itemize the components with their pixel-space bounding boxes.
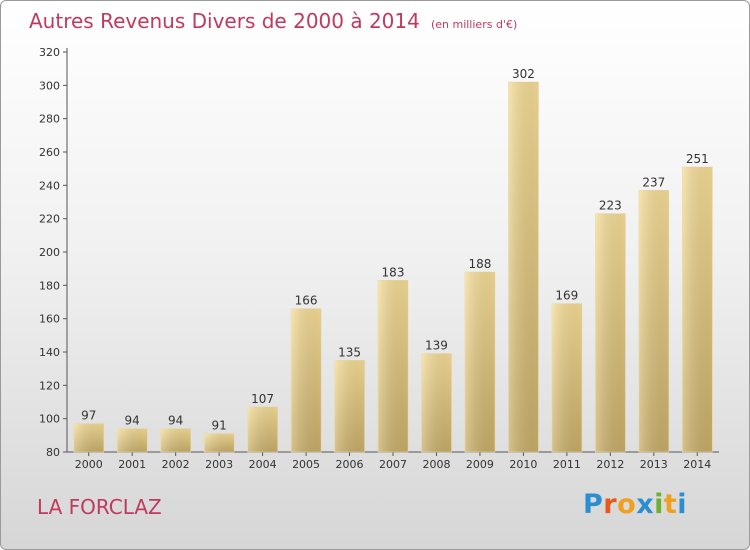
- bar-shade: [595, 213, 626, 452]
- x-tick-label: 2014: [683, 458, 711, 471]
- logo-letter: i: [677, 489, 688, 520]
- data-label: 107: [251, 392, 274, 406]
- data-label: 188: [468, 257, 491, 271]
- data-label: 135: [338, 345, 361, 359]
- x-tick-label: 2002: [162, 458, 190, 471]
- data-label: 94: [125, 414, 140, 428]
- bar-shade: [204, 433, 235, 452]
- bar-shade: [334, 360, 365, 452]
- bar-shade: [73, 423, 104, 452]
- logo-letter: i: [654, 489, 664, 520]
- y-tick-label: 320: [39, 46, 60, 59]
- y-tick-label: 140: [39, 346, 60, 359]
- y-tick-label: 100: [39, 413, 60, 426]
- data-label: 139: [425, 339, 448, 353]
- bar-shade: [551, 303, 582, 452]
- proxiti-logo: Proxiti: [583, 489, 687, 520]
- x-tick-label: 2001: [118, 458, 146, 471]
- x-tick-label: 2009: [466, 458, 494, 471]
- x-tick-label: 2005: [292, 458, 320, 471]
- x-tick-label: 2000: [75, 458, 103, 471]
- axes: 80 100 120 140 160 180 200 220 240 260 280 300 320 20…: [39, 46, 719, 471]
- x-tick-label: 2010: [509, 458, 537, 471]
- bar-shade: [160, 428, 191, 452]
- bars-group: [73, 81, 713, 453]
- title-main: Autres Revenus Divers de 2000 à 2014: [29, 9, 420, 33]
- data-label: 237: [642, 175, 665, 189]
- data-label: 94: [168, 414, 183, 428]
- y-tick-label: 180: [39, 279, 60, 292]
- title-unit: (en milliers d'€): [430, 18, 518, 31]
- data-label: 91: [211, 419, 226, 433]
- logo-letter: o: [617, 489, 637, 520]
- y-tick-label: 240: [39, 179, 60, 192]
- bar-shade: [378, 280, 408, 452]
- bar-shade: [638, 190, 669, 453]
- data-label: 166: [295, 294, 318, 308]
- bar-shade: [247, 407, 278, 452]
- y-tick-label: 220: [39, 213, 60, 226]
- bar-shade: [291, 308, 322, 452]
- x-tick-label: 2004: [249, 458, 277, 471]
- bar-shade: [682, 167, 713, 452]
- data-label: 302: [512, 67, 535, 81]
- chart-title: Autres Revenus Divers de 2000 à 2014 (en…: [29, 9, 517, 33]
- data-label: 97: [81, 409, 96, 423]
- x-tick-label: 2007: [379, 458, 407, 471]
- y-tick-label: 120: [39, 379, 60, 392]
- logo-letter: r: [603, 489, 618, 520]
- data-label: 169: [555, 289, 578, 303]
- y-tick-label: 260: [39, 146, 60, 159]
- x-tick-label: 2008: [422, 458, 450, 471]
- y-tick-label: 280: [39, 113, 60, 126]
- x-tick-label: 2006: [336, 458, 364, 471]
- data-labels-group: 97 94 94 91 107 166 135 183 139 188 302 169 223 237 25…: [81, 67, 709, 433]
- bar-shade: [508, 82, 539, 452]
- logo-letter: x: [636, 489, 655, 520]
- commune-name: LA FORCLAZ: [37, 495, 162, 519]
- data-label: 183: [382, 265, 405, 279]
- x-tick-label: 2003: [205, 458, 233, 471]
- data-label: 223: [599, 199, 622, 213]
- x-tick-label: 2012: [596, 458, 624, 471]
- y-tick-label: 160: [39, 313, 60, 326]
- logo-letter: P: [583, 489, 604, 520]
- y-tick-label: 200: [39, 246, 60, 259]
- x-tick-label: 2011: [553, 458, 581, 471]
- bar-shade: [421, 353, 452, 452]
- bar-shade: [117, 428, 148, 452]
- y-tick-label: 300: [39, 79, 60, 92]
- y-tick-label: 80: [46, 446, 60, 459]
- logo-letter: t: [663, 489, 678, 520]
- data-label: 251: [686, 152, 709, 166]
- x-tick-label: 2013: [640, 458, 668, 471]
- bar-shade: [464, 272, 495, 452]
